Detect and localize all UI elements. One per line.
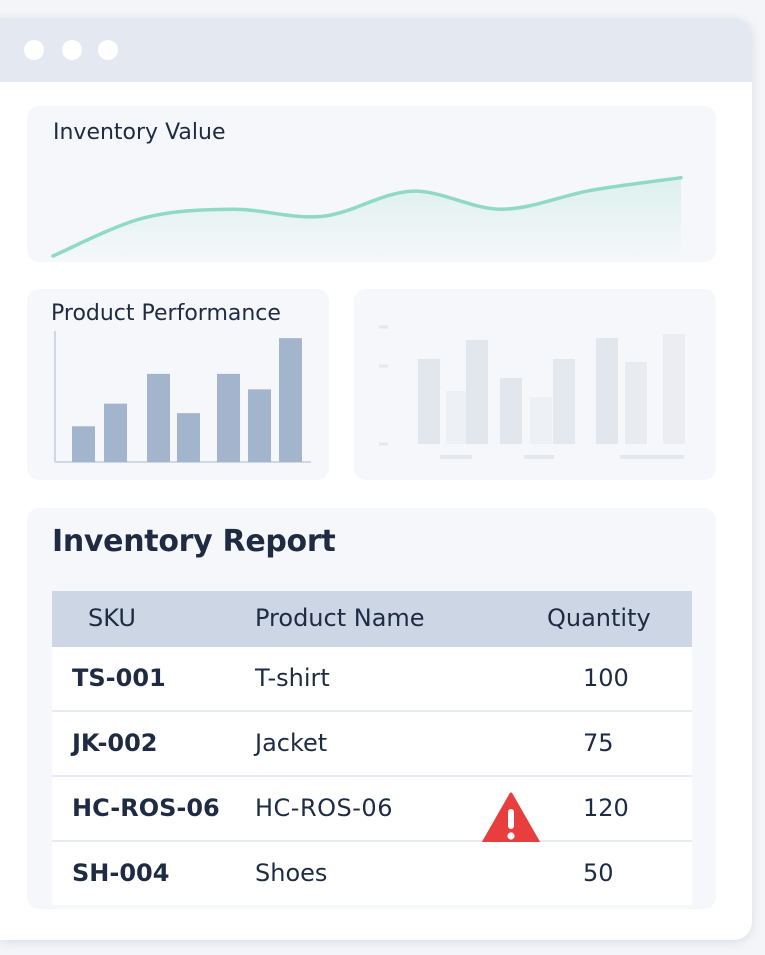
faded-bar (625, 362, 647, 444)
product-performance-chart (54, 331, 311, 463)
faded-bar (663, 334, 685, 444)
row-quantity: 120 (583, 794, 629, 822)
faded-bar (530, 397, 552, 444)
inventory-value-line (51, 175, 683, 258)
faded-bar-chart (379, 325, 685, 459)
window-dot-minimize[interactable] (62, 40, 82, 60)
inventory-value-title: Inventory Value (53, 120, 226, 145)
performance-bar (177, 413, 200, 462)
table-row[interactable]: SH-004 Shoes 50 (52, 842, 692, 905)
warning-triangle-icon[interactable] (480, 791, 542, 847)
performance-bar (248, 389, 271, 462)
faded-bar (466, 340, 488, 444)
performance-bar (217, 373, 240, 462)
column-header-quantity[interactable]: Quantity (547, 604, 651, 632)
performance-bar (104, 403, 127, 462)
window-dot-close[interactable] (24, 40, 44, 60)
inventory-value-chart (51, 175, 683, 258)
row-quantity: 50 (583, 859, 614, 887)
product-performance-card: Product Performance (27, 289, 329, 480)
faded-bar (596, 338, 618, 444)
column-header-sku[interactable]: SKU (88, 604, 136, 632)
faded-bar (500, 378, 522, 444)
row-sku: TS-001 (72, 664, 166, 692)
table-row[interactable]: HC-ROS-06 HC-ROS-06 120 (52, 777, 692, 847)
window-dot-maximize[interactable] (98, 40, 118, 60)
inventory-value-card: Inventory Value (27, 106, 716, 262)
row-quantity: 75 (583, 729, 614, 757)
row-product-name: Jacket (255, 729, 328, 757)
performance-bar (279, 338, 302, 462)
table-header: SKU Product Name Quantity (52, 591, 692, 647)
row-product-name: Shoes (255, 859, 328, 887)
table-row[interactable]: TS-001 T-shirt 100 (52, 647, 692, 712)
row-sku: HC-ROS-06 (72, 794, 220, 822)
performance-bar (147, 373, 170, 462)
title-bar (0, 18, 752, 82)
row-sku: JK-002 (72, 729, 158, 757)
faded-bar (446, 391, 468, 444)
inventory-table: SKU Product Name Quantity TS-001 T-shirt… (52, 591, 692, 905)
inventory-report-title: Inventory Report (52, 524, 336, 559)
faded-axis-ticks (379, 325, 684, 459)
faded-chart-card (354, 289, 716, 480)
faded-bar (418, 359, 440, 444)
app-window: Inventory Value Product Performance (0, 18, 752, 940)
product-performance-title: Product Performance (51, 301, 281, 326)
inventory-value-area (53, 177, 681, 256)
table-row[interactable]: JK-002 Jacket 75 (52, 712, 692, 777)
row-product-name: T-shirt (255, 664, 330, 692)
row-quantity: 100 (583, 664, 629, 692)
row-sku: SH-004 (72, 859, 170, 887)
performance-bar (72, 426, 95, 462)
inventory-report-card: Inventory Report SKU Product Name Quanti… (27, 508, 716, 909)
column-header-product-name[interactable]: Product Name (255, 604, 425, 632)
faded-bar (553, 359, 575, 444)
row-product-name: HC-ROS-06 (255, 794, 393, 822)
